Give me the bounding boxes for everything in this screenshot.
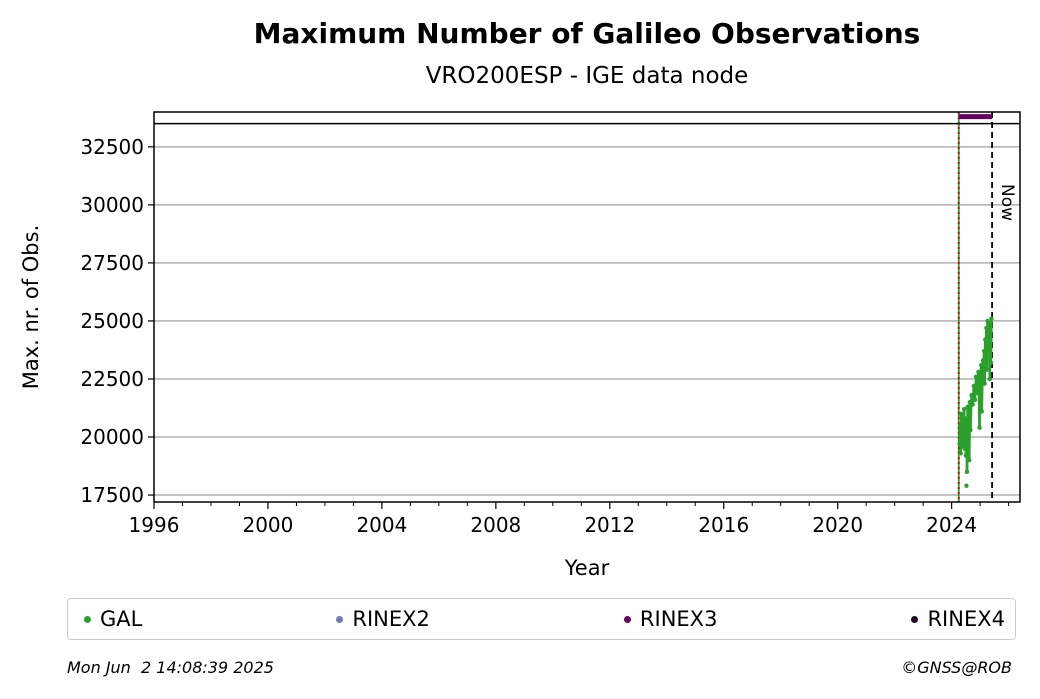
x-tick-label: 2024 — [926, 513, 977, 537]
y-tick-label: 22500 — [80, 367, 144, 391]
now-label: Now — [997, 184, 1017, 221]
legend: GAL RINEX2 RINEX3 RINEX4 — [67, 598, 1016, 640]
x-tick-label: 1996 — [129, 513, 180, 537]
data-point — [964, 483, 969, 488]
annotation-lines: Now — [154, 112, 1020, 502]
y-tick-label: 32500 — [80, 135, 144, 159]
data-segment — [978, 381, 982, 428]
footer-credit: ©GNSS@ROB — [901, 658, 1012, 677]
legend-marker-rinex4 — [911, 615, 919, 623]
x-axis-ticks: 1996 2000 2004 2008 2012 2016 2020 2024 — [129, 502, 1010, 537]
x-tick-label: 2004 — [356, 513, 407, 537]
data-marks — [957, 114, 994, 488]
data-segment — [989, 318, 993, 363]
x-tick-label: 2012 — [584, 513, 635, 537]
legend-item-gal: GAL — [84, 607, 142, 631]
y-tick-label: 17500 — [80, 483, 144, 507]
x-axis-label: Year — [564, 556, 610, 580]
legend-marker-gal — [84, 615, 91, 623]
x-tick-label: 2016 — [698, 513, 749, 537]
x-tick-label: 2008 — [470, 513, 521, 537]
legend-label-rinex4: RINEX4 — [927, 607, 1005, 631]
legend-label-rinex3: RINEX3 — [639, 607, 718, 631]
chart-subtitle: VRO200ESP - IGE data node — [426, 63, 749, 89]
legend-marker-rinex3 — [623, 615, 631, 623]
y-tick-label: 25000 — [80, 309, 144, 333]
y-tick-label: 27500 — [80, 251, 144, 275]
x-tick-label: 2020 — [812, 513, 863, 537]
plot-frame — [153, 111, 1021, 503]
legend-label-rinex2: RINEX2 — [352, 607, 430, 631]
y-axis-ticks: 17500 20000 22500 25000 27500 30000 32500 — [80, 135, 154, 507]
grid-lines — [154, 146, 1020, 496]
data-segment — [980, 376, 984, 412]
legend-item-rinex3: RINEX3 — [623, 607, 718, 631]
x-tick-label: 2000 — [242, 513, 293, 537]
chart-title: Maximum Number of Galileo Observations — [254, 17, 921, 50]
legend-item-rinex4: RINEX4 — [911, 607, 1005, 631]
legend-label-gal: GAL — [100, 607, 143, 631]
footer-timestamp: Mon Jun 2 14:08:39 2025 — [67, 658, 274, 677]
y-tick-label: 30000 — [80, 193, 144, 217]
y-axis-label: Max. nr. of Obs. — [19, 225, 43, 390]
legend-marker-rinex2 — [336, 615, 344, 623]
y-tick-label: 20000 — [80, 425, 144, 449]
legend-item-rinex2: RINEX2 — [336, 607, 430, 631]
